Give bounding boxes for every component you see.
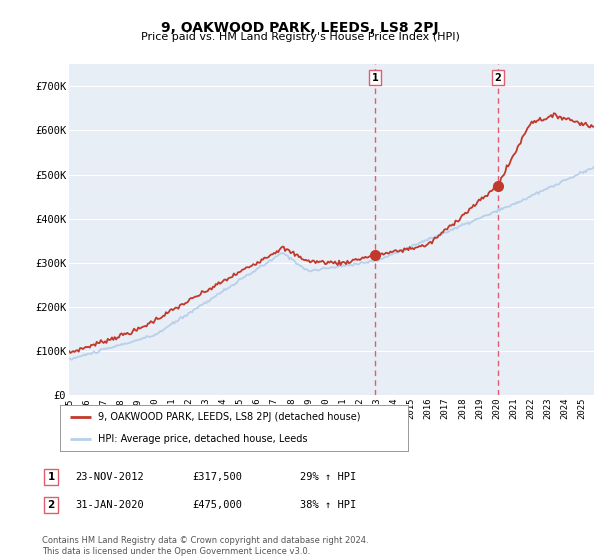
Text: 1: 1 [372,73,379,83]
Text: 2: 2 [47,500,55,510]
Text: 2: 2 [494,73,501,83]
Text: 9, OAKWOOD PARK, LEEDS, LS8 2PJ: 9, OAKWOOD PARK, LEEDS, LS8 2PJ [161,21,439,35]
Text: 1: 1 [47,472,55,482]
Text: 38% ↑ HPI: 38% ↑ HPI [300,500,356,510]
Text: £317,500: £317,500 [192,472,242,482]
Text: 9, OAKWOOD PARK, LEEDS, LS8 2PJ (detached house): 9, OAKWOOD PARK, LEEDS, LS8 2PJ (detache… [98,412,361,422]
Text: HPI: Average price, detached house, Leeds: HPI: Average price, detached house, Leed… [98,435,308,444]
Text: Price paid vs. HM Land Registry's House Price Index (HPI): Price paid vs. HM Land Registry's House … [140,32,460,43]
Text: 29% ↑ HPI: 29% ↑ HPI [300,472,356,482]
Text: 31-JAN-2020: 31-JAN-2020 [75,500,144,510]
Text: Contains HM Land Registry data © Crown copyright and database right 2024.
This d: Contains HM Land Registry data © Crown c… [42,536,368,556]
Text: 23-NOV-2012: 23-NOV-2012 [75,472,144,482]
Text: £475,000: £475,000 [192,500,242,510]
